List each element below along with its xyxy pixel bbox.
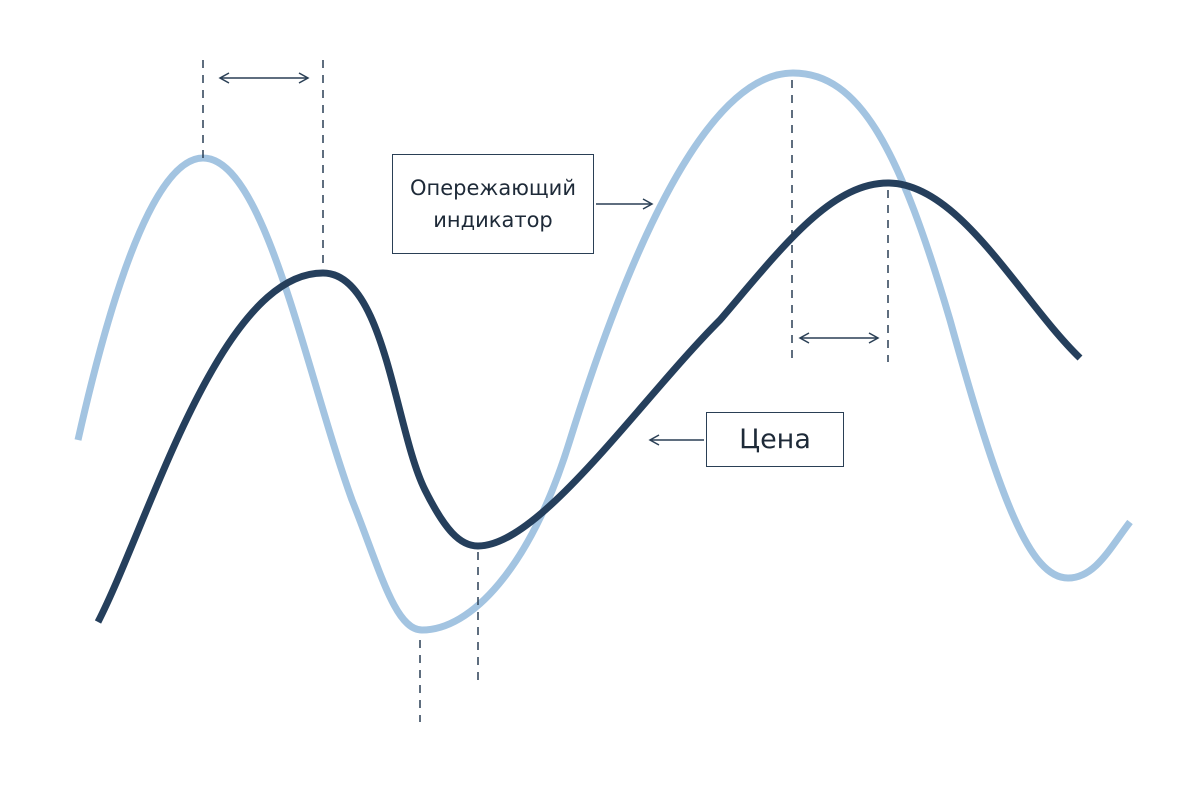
leading-indicator-curve [74,69,1133,634]
leading-indicator-label: Опережающий индикатор [392,154,594,254]
dashed-guides [202,60,889,722]
price-curve [94,179,1083,624]
price-label: Цена [706,412,844,467]
